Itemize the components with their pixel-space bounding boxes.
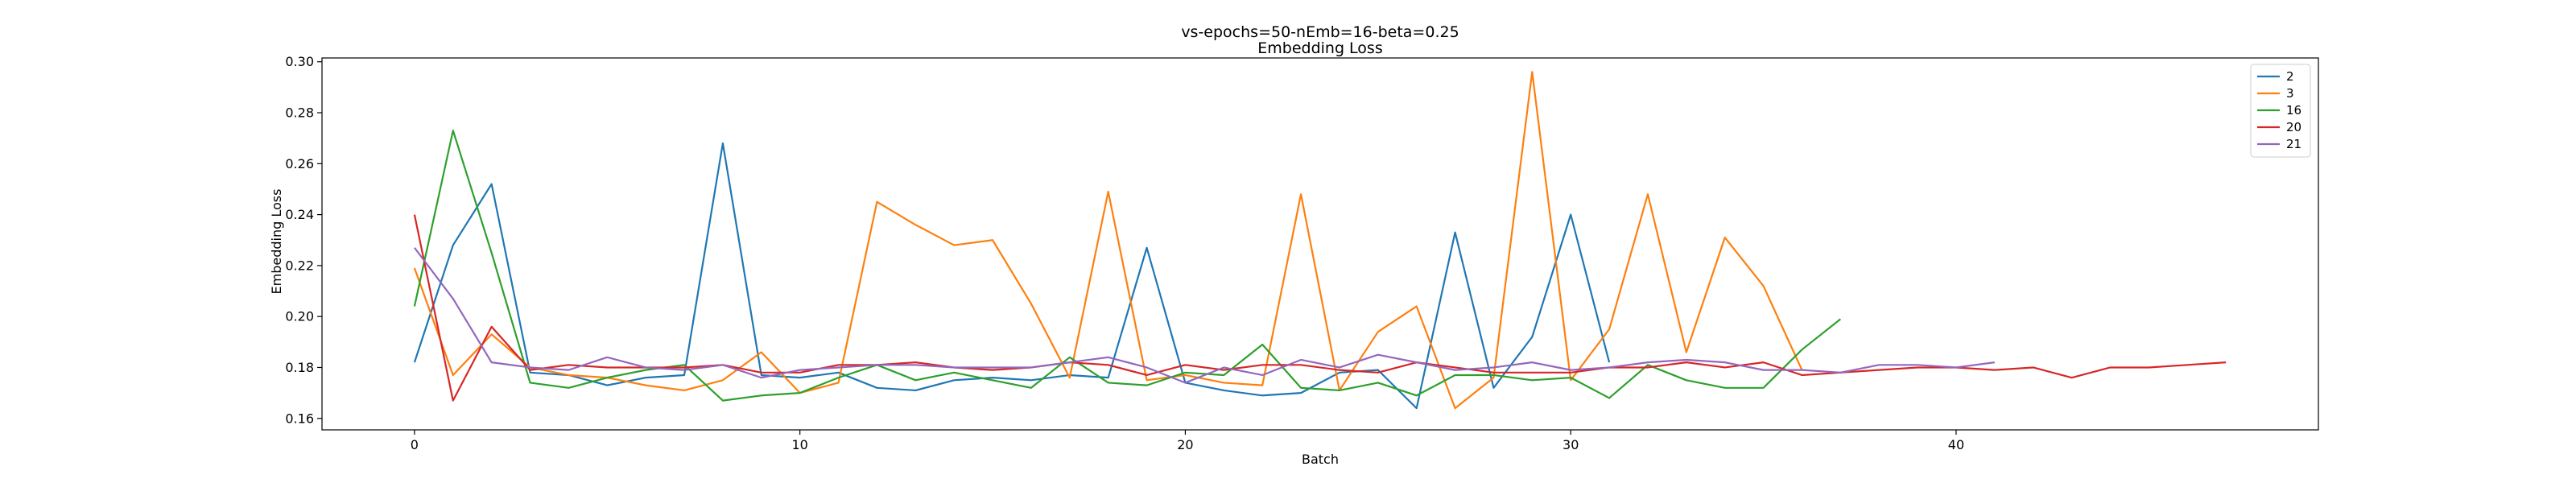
x-tick-label: 0: [411, 437, 419, 452]
y-tick-label: 0.26: [285, 156, 314, 171]
chart-subtitle: Embedding Loss: [1257, 39, 1382, 57]
y-tick-label: 0.30: [285, 54, 314, 69]
legend-label-16: 16: [2286, 103, 2301, 118]
plot-area: 0 10 20 30 40 0.16 0.18 0.20 0.22 0.24 0.26 0.28 0.3…: [285, 54, 2319, 452]
y-tick-label: 0.24: [285, 207, 314, 222]
legend-label-2: 2: [2286, 69, 2294, 84]
y-tick-label: 0.28: [285, 105, 314, 121]
legend-label-3: 3: [2286, 86, 2294, 101]
legend-label-20: 20: [2286, 120, 2301, 134]
y-tick-label: 0.22: [285, 258, 314, 273]
series-line-21: [414, 247, 1995, 384]
y-tick-label: 0.16: [285, 411, 314, 426]
legend-box: [2250, 64, 2311, 158]
y-axis-label: Embedding Loss: [269, 189, 284, 295]
series-line-2: [413, 142, 1611, 410]
x-axis-label: Batch: [1302, 452, 1339, 467]
x-tick-label: 30: [1563, 437, 1579, 452]
x-tick-label: 10: [791, 437, 807, 452]
series-line-16: [413, 130, 1842, 402]
y-tick-label: 0.18: [285, 360, 314, 375]
y-tick-label: 0.20: [285, 309, 314, 324]
legend: 2 3 16 20 21: [2250, 64, 2311, 158]
x-tick-label: 20: [1177, 437, 1193, 452]
chart-title: vs-epochs=50-nEmb=16-beta=0.25: [1181, 23, 1459, 41]
plot-frame: [321, 57, 2319, 431]
x-tick-label: 40: [1948, 437, 1964, 452]
series-line-3: [413, 71, 1803, 410]
legend-label-21: 21: [2286, 137, 2301, 151]
